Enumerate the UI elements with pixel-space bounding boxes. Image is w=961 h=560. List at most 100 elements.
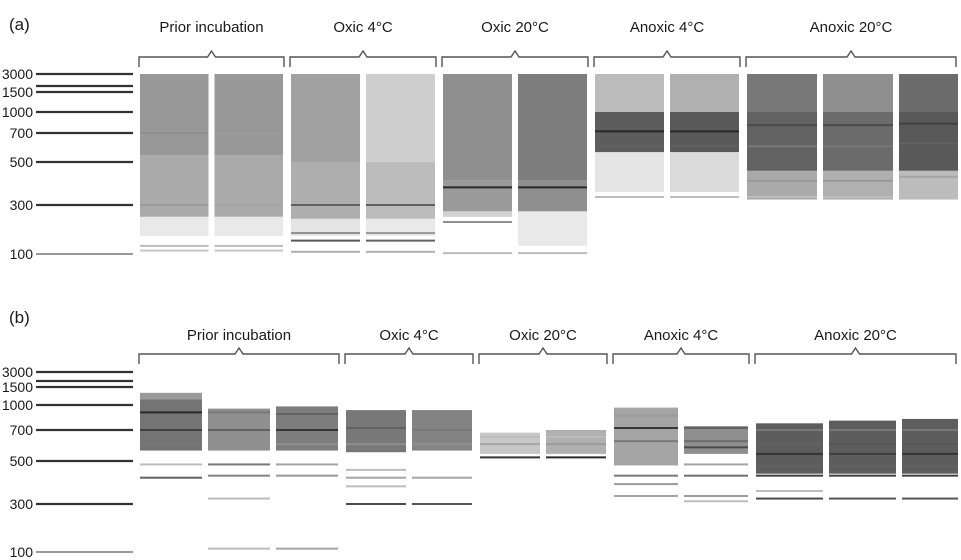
gel-band bbox=[670, 145, 739, 148]
gel-band bbox=[684, 463, 748, 466]
gel-band bbox=[684, 427, 748, 430]
group-label: Oxic 20°C bbox=[509, 327, 577, 344]
ladder-label-700: 700 bbox=[10, 422, 34, 438]
gel-band bbox=[684, 500, 748, 503]
lane-smear bbox=[684, 426, 748, 454]
gel-band bbox=[614, 414, 678, 417]
gel-band bbox=[140, 249, 209, 252]
ladder-label-300: 300 bbox=[10, 197, 34, 213]
gel-band bbox=[291, 204, 360, 206]
group-bracket bbox=[478, 346, 608, 364]
gel-band bbox=[829, 429, 896, 431]
ladder-label-3000: 3000 bbox=[2, 364, 33, 380]
gel-lane bbox=[366, 74, 435, 253]
lane-smear bbox=[346, 410, 406, 453]
gel-lane bbox=[747, 74, 817, 200]
lane-smear bbox=[902, 418, 958, 474]
gel-band bbox=[595, 145, 664, 148]
gel-band bbox=[823, 195, 893, 198]
group-bracket bbox=[754, 346, 957, 364]
gel-band bbox=[747, 195, 817, 198]
gel-band bbox=[276, 443, 338, 446]
gel-lane bbox=[902, 418, 958, 500]
gel-band bbox=[546, 443, 606, 446]
gel-band bbox=[684, 440, 748, 443]
gel-band bbox=[443, 252, 512, 255]
gel-band bbox=[140, 411, 202, 414]
gel-band bbox=[756, 490, 823, 493]
gel-band bbox=[140, 244, 209, 247]
group-label: Anoxic 20°C bbox=[810, 19, 893, 36]
gel-band bbox=[756, 429, 823, 431]
lane-smear bbox=[366, 74, 435, 162]
ladder-label-700: 700 bbox=[10, 125, 34, 141]
lane-smear bbox=[546, 430, 606, 454]
gel-band bbox=[346, 503, 406, 505]
gel-lane bbox=[670, 74, 739, 198]
gel-band bbox=[366, 239, 435, 242]
ladder-label-1000: 1000 bbox=[2, 397, 33, 413]
lane-smear bbox=[291, 74, 360, 162]
lane-smear bbox=[747, 74, 817, 112]
gel-band bbox=[208, 443, 270, 446]
group-bracket bbox=[344, 346, 474, 364]
gel-band bbox=[480, 435, 540, 438]
gel-band bbox=[276, 474, 338, 477]
lane-smear bbox=[140, 216, 209, 236]
lane-group: Oxic 20°C bbox=[441, 19, 589, 255]
gel-band bbox=[412, 503, 472, 505]
lane-smear bbox=[823, 112, 893, 171]
gel-band bbox=[276, 547, 338, 550]
gel-band bbox=[756, 443, 823, 446]
gel-band bbox=[902, 474, 958, 477]
gel-lane bbox=[823, 74, 893, 200]
panel-label: (b) bbox=[9, 308, 30, 327]
lane-smear bbox=[518, 74, 587, 181]
gel-band bbox=[214, 249, 283, 252]
lane-smear bbox=[443, 74, 512, 181]
gel-band bbox=[546, 456, 606, 459]
gel-lane bbox=[276, 406, 338, 550]
lane-smear bbox=[747, 170, 817, 200]
gel-band bbox=[902, 497, 958, 500]
gel-band bbox=[747, 124, 817, 127]
group-bracket bbox=[441, 49, 589, 67]
lane-smear bbox=[595, 74, 664, 112]
lane-smear bbox=[747, 112, 817, 171]
ladder-label-500: 500 bbox=[10, 154, 34, 170]
group-bracket bbox=[138, 49, 285, 67]
lane-group: Anoxic 4°C bbox=[612, 327, 750, 503]
lane-group: Prior incubation bbox=[138, 327, 340, 550]
gel-band bbox=[140, 204, 209, 206]
group-label: Anoxic 20°C bbox=[814, 327, 897, 344]
gel-band bbox=[518, 186, 587, 189]
lane-smear bbox=[140, 155, 209, 217]
ladder-label-300: 300 bbox=[10, 496, 34, 512]
lane-smear bbox=[670, 152, 739, 193]
group-label: Prior incubation bbox=[159, 19, 263, 36]
gel-lane bbox=[208, 408, 270, 550]
gel-band bbox=[276, 429, 338, 431]
gel-band bbox=[518, 252, 587, 255]
gel-band bbox=[140, 429, 202, 431]
gel-band bbox=[546, 435, 606, 438]
gel-lane bbox=[684, 426, 748, 503]
gel-band bbox=[276, 412, 338, 415]
lane-group: Anoxic 20°C bbox=[754, 327, 958, 500]
gel-band bbox=[614, 483, 678, 486]
gel-band bbox=[208, 474, 270, 477]
gel-band bbox=[756, 465, 823, 468]
lane-group: Anoxic 20°C bbox=[745, 19, 958, 200]
lane-smear bbox=[899, 112, 958, 171]
gel-band bbox=[829, 474, 896, 477]
lane-smear bbox=[291, 218, 360, 236]
gel-band bbox=[823, 179, 893, 182]
lane-smear bbox=[595, 152, 664, 193]
group-bracket bbox=[612, 346, 750, 364]
ladder-label-100: 100 bbox=[10, 246, 34, 262]
group-label: Anoxic 4°C bbox=[630, 19, 705, 36]
lane-smear bbox=[214, 155, 283, 217]
gel-band bbox=[902, 429, 958, 431]
group-label: Anoxic 4°C bbox=[644, 327, 719, 344]
group-label: Oxic 4°C bbox=[379, 327, 439, 344]
